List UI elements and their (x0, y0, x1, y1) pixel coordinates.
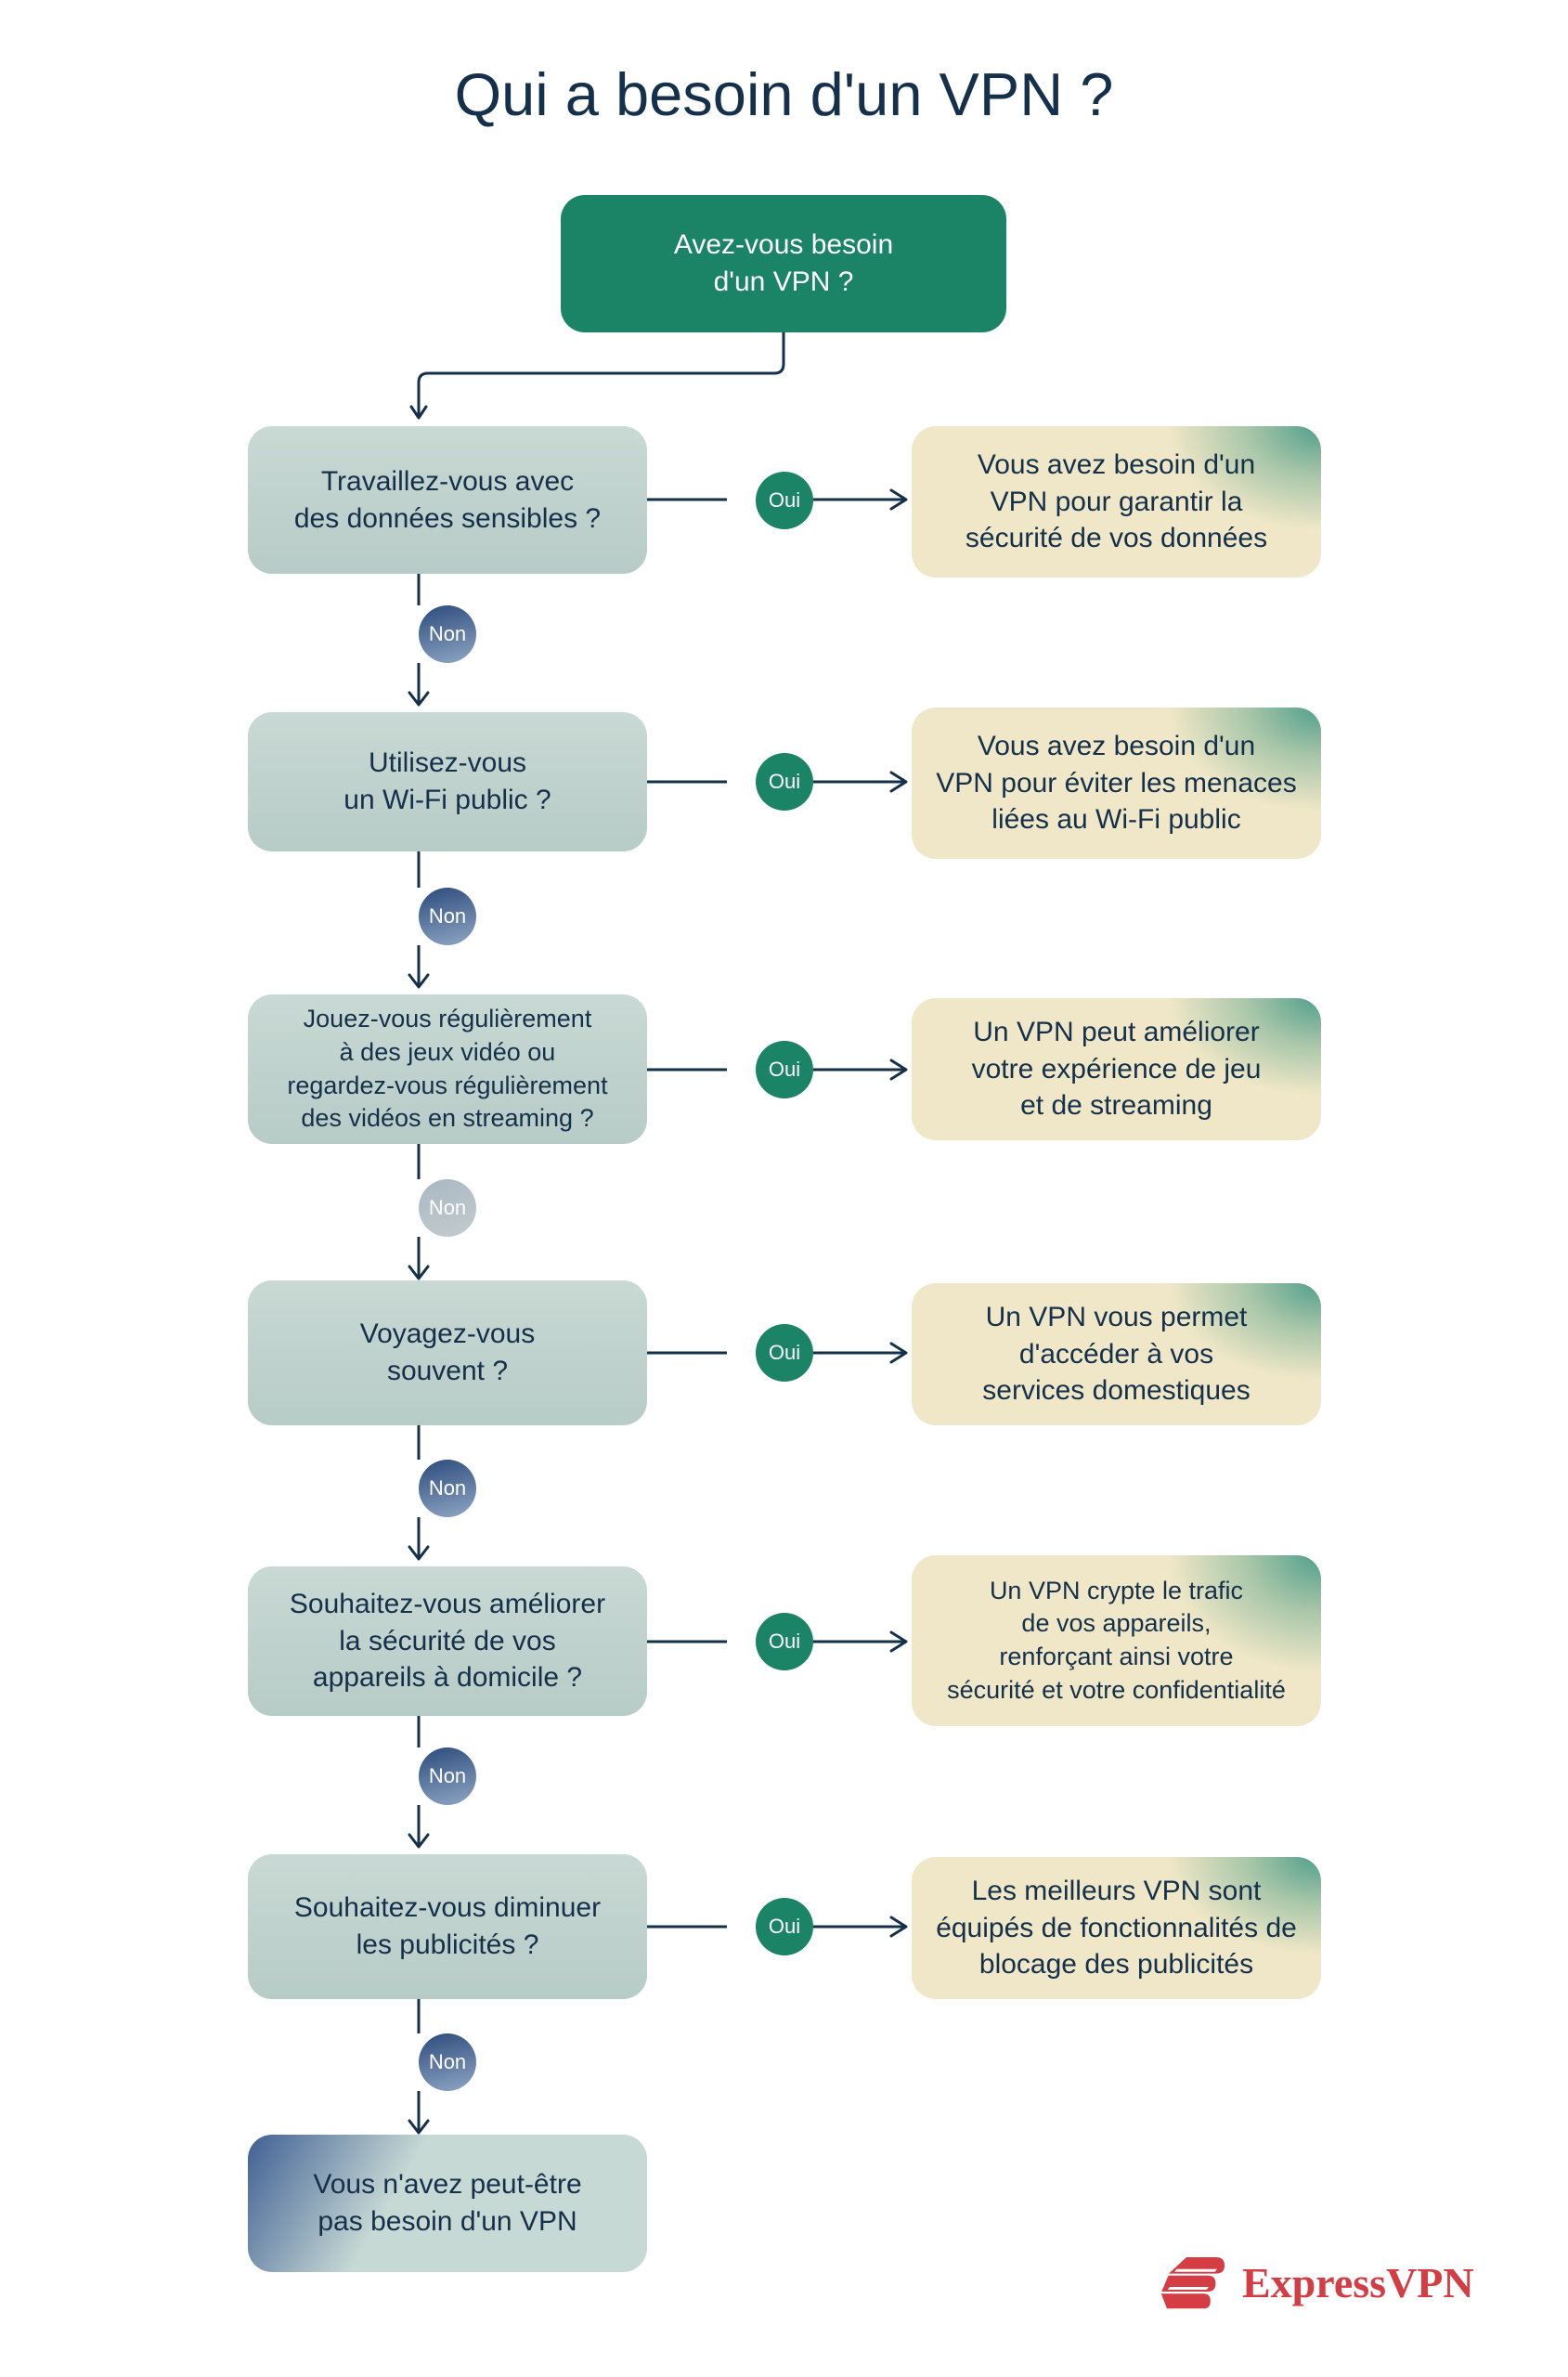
svg-text:ExpressVPN: ExpressVPN (1242, 2259, 1474, 2306)
